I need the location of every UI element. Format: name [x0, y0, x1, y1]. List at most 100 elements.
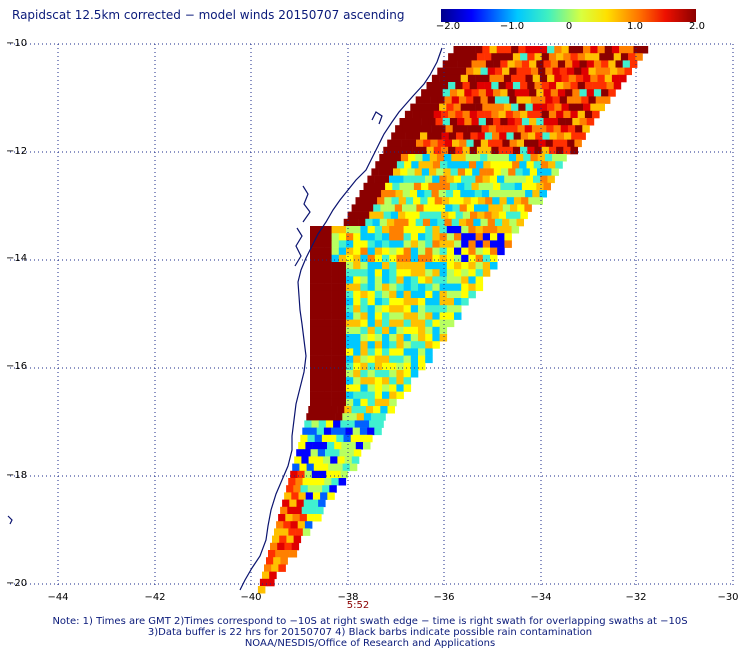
swath-cell: [464, 60, 472, 68]
swath-cell: [599, 82, 607, 90]
swath-cell: [346, 370, 354, 378]
swath-cell: [331, 478, 339, 486]
swath-cell: [521, 118, 530, 126]
swath-cell: [611, 74, 620, 83]
swath-cell: [475, 276, 484, 284]
swath-cell: [432, 319, 440, 328]
swath-cell: [418, 298, 426, 306]
swath-cell: [590, 103, 598, 112]
swath-cell: [360, 233, 368, 241]
swath-cell: [495, 125, 504, 133]
swath-cell: [418, 283, 426, 292]
swath-cell: [415, 96, 424, 104]
swath-cell: [309, 427, 317, 436]
swath-cell: [338, 276, 347, 284]
swath-cell: [468, 247, 476, 256]
swath-cell: [367, 290, 376, 299]
swath-cell: [389, 240, 397, 248]
swath-cell: [482, 247, 491, 256]
swath-cell: [442, 89, 451, 97]
swath-cell: [343, 218, 352, 227]
swath-cell: [410, 269, 419, 277]
swath-cell: [295, 478, 303, 486]
swath-cell: [617, 67, 625, 76]
swath-cell: [354, 211, 363, 220]
swath-cell: [338, 290, 347, 299]
swath-cell: [317, 391, 325, 400]
swath-cell: [548, 53, 557, 61]
swath-cell: [360, 334, 368, 342]
swath-cell: [458, 218, 467, 227]
swath-cell: [336, 434, 344, 443]
swath-cell: [410, 319, 419, 328]
swath-cell: [563, 82, 571, 90]
swath-cell: [425, 298, 433, 306]
swath-cell: [448, 110, 456, 119]
swath-cell: [498, 211, 507, 220]
swath-cell: [319, 442, 328, 450]
swath-cell: [425, 290, 433, 299]
swath-cell: [338, 391, 347, 400]
swath-cell: [289, 550, 298, 558]
swath-cell: [413, 182, 422, 191]
swath-cell: [432, 334, 440, 342]
swath-cell: [403, 262, 412, 270]
swath-cell: [331, 312, 340, 320]
swath-cell: [418, 233, 426, 241]
swath-cell: [449, 89, 458, 97]
swath-cell: [512, 82, 521, 90]
swath-cell: [317, 262, 325, 270]
swath-cell: [403, 384, 412, 392]
swath-cell: [351, 456, 360, 464]
swath-cell: [559, 67, 568, 76]
swath-cell: [396, 355, 404, 364]
swath-cell: [540, 161, 549, 169]
swath-cell: [415, 154, 423, 162]
swath-cell: [374, 298, 383, 306]
swath-cell: [606, 82, 614, 90]
swath-cell: [360, 298, 368, 306]
swath-cell: [374, 326, 383, 335]
swath-cell: [567, 125, 576, 133]
swath-cell: [615, 60, 623, 68]
swath-cell: [433, 110, 442, 119]
swath-cell: [497, 233, 505, 241]
swath-cell: [420, 197, 428, 205]
swath-cell: [537, 154, 546, 162]
swath-cell: [343, 434, 351, 443]
swath-cell: [367, 334, 376, 342]
swath-cell: [374, 319, 383, 328]
swath-cell: [418, 254, 426, 263]
swath-cell: [446, 226, 455, 234]
swath-cell: [410, 326, 419, 335]
swath-cell: [412, 211, 420, 220]
swath-cell: [365, 406, 374, 414]
swath-cell: [497, 161, 506, 169]
swath-cell: [374, 283, 383, 292]
swath-cell: [512, 110, 521, 119]
colorbar: [441, 9, 696, 22]
swath-cell: [310, 305, 318, 313]
swath-cell: [389, 247, 397, 256]
swath-cell: [500, 118, 508, 126]
swath-cell: [324, 319, 332, 328]
swath-cell: [482, 233, 491, 241]
swath-cell: [272, 535, 280, 544]
swath-cell: [517, 190, 526, 198]
swath-cell: [374, 226, 383, 234]
swath-cell: [503, 125, 511, 133]
swath-cell: [317, 334, 325, 342]
swath-cell: [374, 362, 383, 371]
swath-cell: [403, 269, 412, 277]
swath-cell: [416, 204, 424, 212]
swath-cell: [507, 89, 515, 97]
swath-cell: [367, 398, 376, 407]
swath-cell: [298, 442, 306, 450]
swath-cell: [454, 247, 462, 256]
swath-cell: [358, 204, 367, 212]
swath-cell: [478, 118, 487, 126]
swath-cell: [516, 67, 524, 76]
swath-cell: [441, 211, 449, 220]
swath-cell: [387, 406, 395, 414]
swath-cell: [458, 67, 467, 76]
